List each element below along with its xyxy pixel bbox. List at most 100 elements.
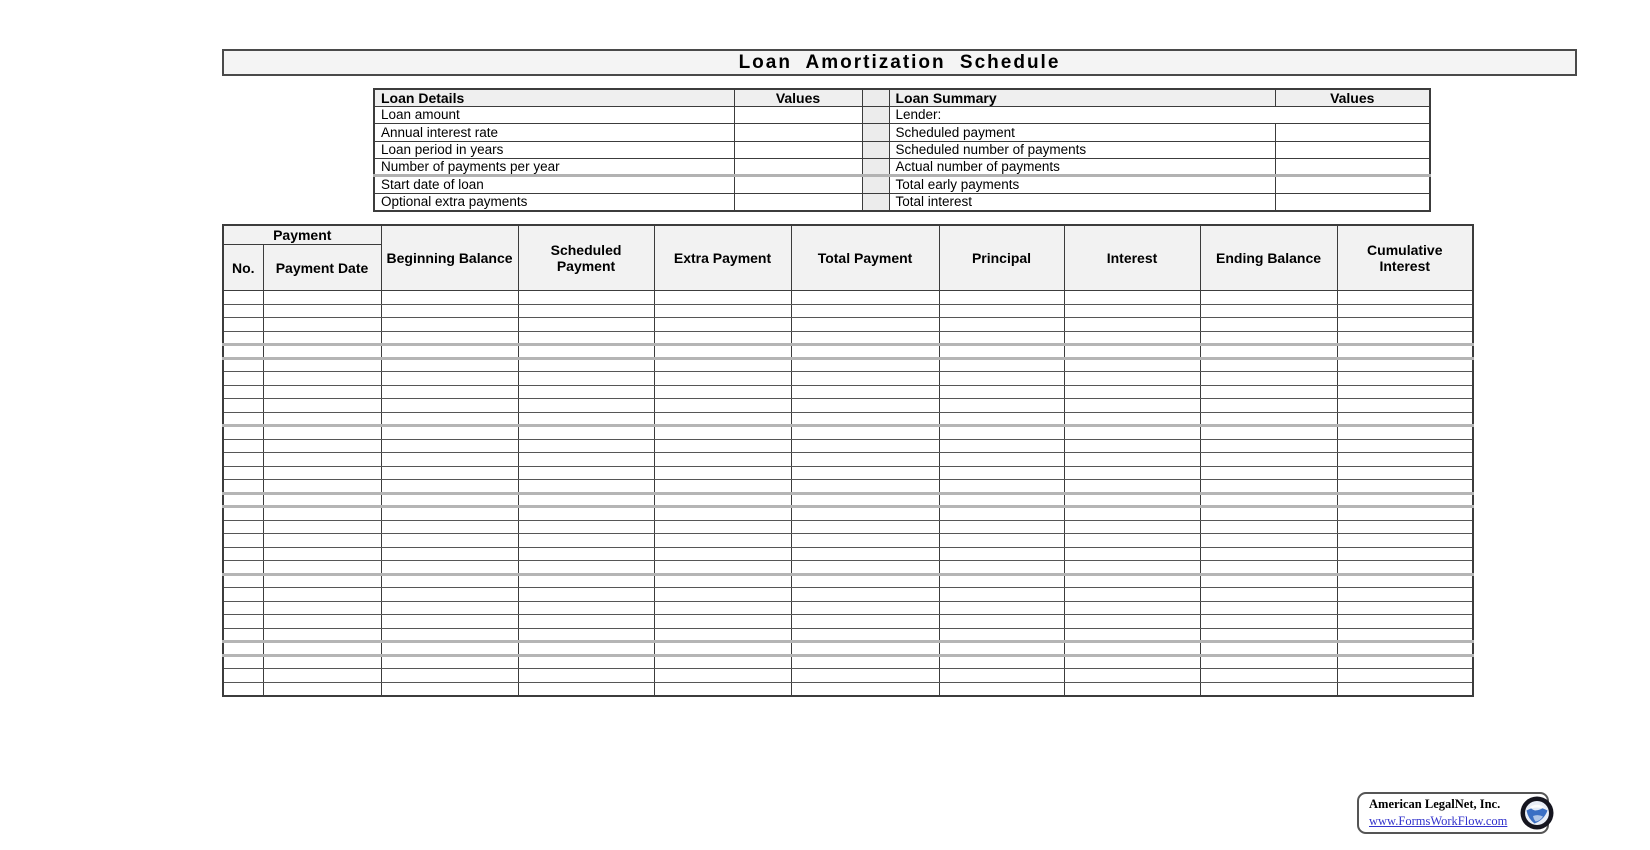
schedule-cell[interactable] <box>380 533 519 548</box>
schedule-cell[interactable] <box>380 560 519 576</box>
schedule-cell[interactable] <box>1336 574 1474 589</box>
schedule-cell[interactable] <box>790 412 940 428</box>
schedule-cell[interactable] <box>222 290 264 305</box>
schedule-cell[interactable] <box>262 344 382 360</box>
schedule-cell[interactable] <box>262 439 382 454</box>
schedule-cell[interactable] <box>1336 452 1474 467</box>
schedule-cell[interactable] <box>1063 668 1201 683</box>
schedule-cell[interactable] <box>938 304 1065 319</box>
schedule-cell[interactable] <box>222 331 264 347</box>
schedule-cell[interactable] <box>790 520 940 535</box>
loan-detail-value-field[interactable] <box>733 105 863 125</box>
schedule-cell[interactable] <box>653 317 792 332</box>
schedule-cell[interactable] <box>380 425 519 440</box>
schedule-cell[interactable] <box>262 587 382 602</box>
schedule-cell[interactable] <box>1063 371 1201 386</box>
schedule-cell[interactable] <box>1336 533 1474 548</box>
schedule-cell[interactable] <box>790 601 940 616</box>
schedule-cell[interactable] <box>262 560 382 576</box>
schedule-cell[interactable] <box>1199 398 1338 413</box>
schedule-cell[interactable] <box>1199 493 1338 509</box>
schedule-cell[interactable] <box>1336 628 1474 644</box>
schedule-cell[interactable] <box>1199 614 1338 629</box>
schedule-cell[interactable] <box>1336 614 1474 629</box>
schedule-cell[interactable] <box>517 655 655 670</box>
schedule-cell[interactable] <box>653 479 792 495</box>
schedule-cell[interactable] <box>938 439 1065 454</box>
schedule-cell[interactable] <box>938 520 1065 535</box>
schedule-cell[interactable] <box>262 385 382 400</box>
schedule-cell[interactable] <box>380 668 519 683</box>
schedule-cell[interactable] <box>653 601 792 616</box>
schedule-cell[interactable] <box>222 425 264 440</box>
schedule-cell[interactable] <box>1063 344 1201 360</box>
schedule-cell[interactable] <box>517 452 655 467</box>
schedule-cell[interactable] <box>1336 655 1474 670</box>
schedule-cell[interactable] <box>222 358 264 373</box>
schedule-cell[interactable] <box>517 601 655 616</box>
loan-detail-value-field[interactable] <box>733 140 863 160</box>
schedule-cell[interactable] <box>380 452 519 467</box>
schedule-cell[interactable] <box>938 385 1065 400</box>
schedule-cell[interactable] <box>1336 479 1474 495</box>
schedule-cell[interactable] <box>938 371 1065 386</box>
schedule-cell[interactable] <box>653 425 792 440</box>
schedule-cell[interactable] <box>790 614 940 629</box>
schedule-cell[interactable] <box>1336 371 1474 386</box>
schedule-cell[interactable] <box>222 385 264 400</box>
schedule-cell[interactable] <box>1336 520 1474 535</box>
schedule-cell[interactable] <box>938 668 1065 683</box>
schedule-cell[interactable] <box>938 601 1065 616</box>
schedule-cell[interactable] <box>262 290 382 305</box>
schedule-cell[interactable] <box>1063 425 1201 440</box>
schedule-cell[interactable] <box>517 439 655 454</box>
schedule-cell[interactable] <box>222 520 264 535</box>
schedule-cell[interactable] <box>790 506 940 521</box>
schedule-cell[interactable] <box>262 641 382 657</box>
schedule-cell[interactable] <box>517 358 655 373</box>
schedule-cell[interactable] <box>262 479 382 495</box>
schedule-cell[interactable] <box>1199 682 1338 697</box>
schedule-cell[interactable] <box>938 614 1065 629</box>
loan-detail-value-field[interactable] <box>733 192 863 212</box>
schedule-cell[interactable] <box>1063 655 1201 670</box>
schedule-cell[interactable] <box>1336 601 1474 616</box>
schedule-cell[interactable] <box>938 452 1065 467</box>
schedule-cell[interactable] <box>380 587 519 602</box>
schedule-cell[interactable] <box>262 452 382 467</box>
schedule-cell[interactable] <box>517 344 655 360</box>
vendor-link[interactable]: www.FormsWorkFlow.com <box>1369 814 1508 828</box>
schedule-cell[interactable] <box>938 506 1065 521</box>
schedule-cell[interactable] <box>790 479 940 495</box>
schedule-cell[interactable] <box>1336 425 1474 440</box>
schedule-cell[interactable] <box>1336 466 1474 481</box>
schedule-cell[interactable] <box>653 385 792 400</box>
schedule-cell[interactable] <box>1063 520 1201 535</box>
schedule-cell[interactable] <box>653 344 792 360</box>
schedule-cell[interactable] <box>938 466 1065 481</box>
schedule-cell[interactable] <box>380 479 519 495</box>
schedule-cell[interactable] <box>790 398 940 413</box>
schedule-cell[interactable] <box>790 560 940 576</box>
loan-detail-value-field[interactable] <box>733 158 863 177</box>
schedule-cell[interactable] <box>790 452 940 467</box>
schedule-cell[interactable] <box>653 628 792 644</box>
schedule-cell[interactable] <box>1063 466 1201 481</box>
schedule-cell[interactable] <box>653 506 792 521</box>
schedule-cell[interactable] <box>938 547 1065 562</box>
schedule-cell[interactable] <box>938 560 1065 576</box>
loan-summary-value-field[interactable] <box>1274 158 1431 177</box>
schedule-cell[interactable] <box>1336 412 1474 428</box>
schedule-cell[interactable] <box>1199 533 1338 548</box>
schedule-cell[interactable] <box>653 452 792 467</box>
schedule-cell[interactable] <box>1199 560 1338 576</box>
schedule-cell[interactable] <box>222 641 264 657</box>
schedule-cell[interactable] <box>1063 358 1201 373</box>
schedule-cell[interactable] <box>1063 398 1201 413</box>
schedule-cell[interactable] <box>1199 290 1338 305</box>
schedule-cell[interactable] <box>222 628 264 644</box>
schedule-cell[interactable] <box>517 425 655 440</box>
schedule-cell[interactable] <box>262 655 382 670</box>
schedule-cell[interactable] <box>653 466 792 481</box>
schedule-cell[interactable] <box>222 547 264 562</box>
